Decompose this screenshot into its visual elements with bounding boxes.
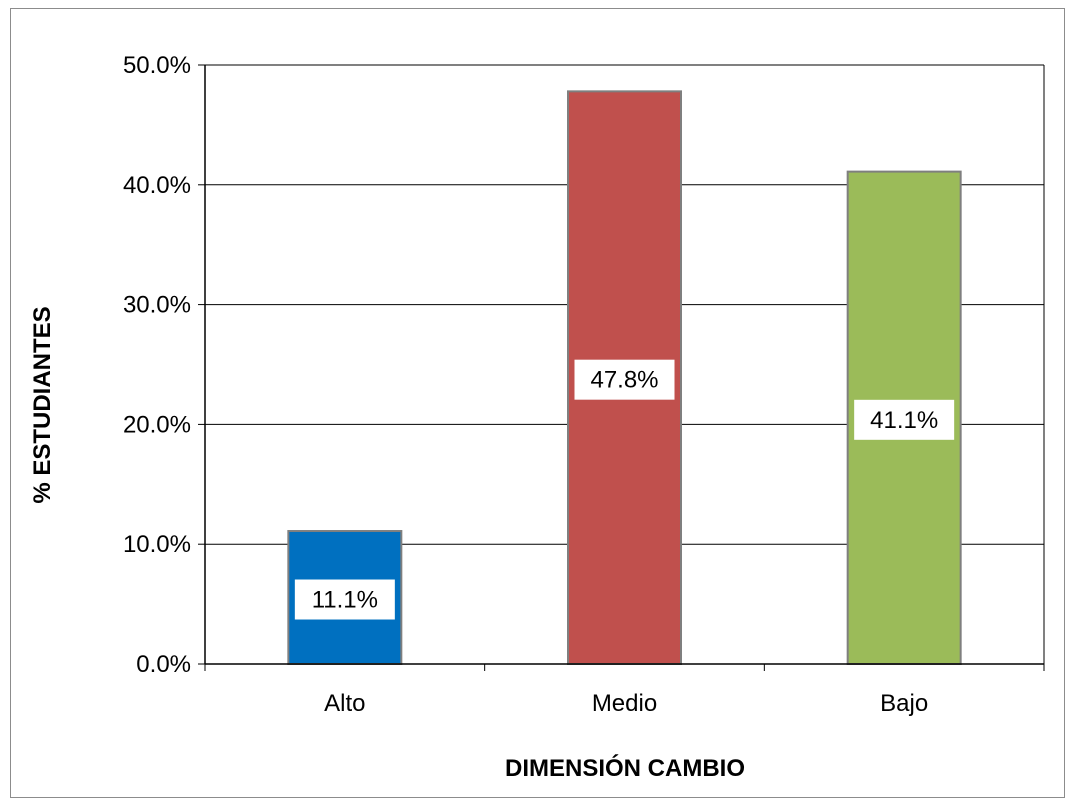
x-tick-label: Alto (324, 690, 365, 717)
y-axis-title: % ESTUDIANTES (29, 306, 56, 503)
y-tick-label: 10.0% (123, 531, 191, 558)
tick-labels: 0.0% 10.0% 20.0% 30.0% 40.0% 50.0% Alto Medio Ba… (123, 52, 928, 717)
x-axis-title: DIMENSIÓN CAMBIO (505, 754, 745, 782)
y-tick-label: 40.0% (123, 172, 191, 199)
y-tick-label: 50.0% (123, 52, 191, 79)
data-label: 41.1% (854, 399, 955, 440)
data-label-box (574, 359, 675, 400)
x-tick-label: Bajo (880, 690, 928, 717)
data-label-text: 47.8% (590, 367, 658, 394)
y-tick-label: 20.0% (123, 411, 191, 438)
x-tick-label: Medio (592, 690, 657, 717)
data-labels: 11.1% 47.8% 41.1% (294, 359, 955, 620)
y-tick-label: 30.0% (123, 292, 191, 319)
data-label-text: 41.1% (870, 407, 938, 434)
y-tick-label: 0.0% (136, 651, 191, 678)
axes (198, 64, 1045, 671)
data-label: 47.8% (574, 359, 675, 400)
data-label-box (294, 579, 395, 620)
data-label-text: 11.1% (312, 587, 378, 614)
data-label-box (854, 399, 955, 440)
data-label: 11.1% (294, 579, 395, 620)
